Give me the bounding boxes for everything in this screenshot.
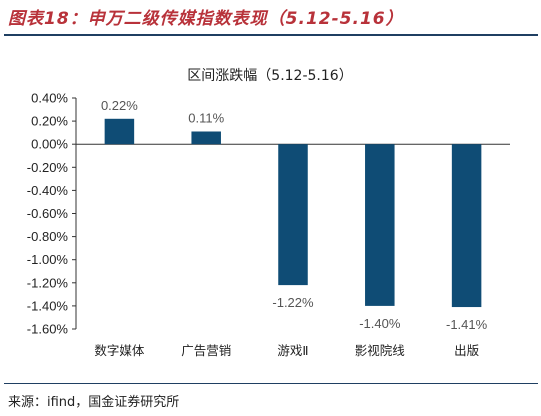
category-label: 广告营销 [181,343,231,358]
y-tick-label: 0.20% [31,114,68,129]
y-tick-label: -1.00% [27,252,69,267]
data-label: -1.40% [359,316,401,331]
category-label: 出版 [454,343,480,358]
bar [365,144,395,306]
source-divider [4,383,538,384]
y-tick-label: -0.60% [27,206,69,221]
data-label: 0.11% [188,110,224,125]
source-note: 来源：ifind，国金证券研究所 [8,395,180,410]
bar [104,118,135,145]
bars: 0.22% 0.11% -1.22% -1.40% -1.41% [101,98,488,332]
category-label: 影视院线 [355,343,406,358]
title-divider [4,34,538,36]
bar [191,131,221,145]
data-label: -1.41% [446,317,488,332]
category-label: 游戏Ⅱ [277,343,308,358]
data-label: 0.22% [101,98,138,113]
y-tick-label: -1.20% [27,275,69,290]
y-tick-label: 0.40% [31,91,68,106]
y-tick-label: 0.00% [31,137,68,152]
bar [451,144,482,308]
y-tick-label: -1.60% [27,322,69,337]
y-axis: 0.40% 0.20% 0.00% -0.20% -0.40% -0.60% -0.80% -… [27,91,510,337]
data-label: -1.22% [272,295,314,310]
bar [278,144,308,286]
y-tick-label: -1.40% [27,298,69,313]
x-axis-labels: 数字媒体 广告营销 游戏Ⅱ 影视院线 出版 [94,343,479,358]
y-tick-label: -0.20% [27,160,69,175]
y-tick-label: -0.80% [27,229,69,244]
y-tick-label: -0.40% [27,183,69,198]
category-label: 数字媒体 [94,343,145,358]
figure-title: 图表18：申万二级传媒指数表现（5.12-5.16） [8,9,404,29]
chart-title: 区间涨跌幅（5.12-5.16） [187,68,352,84]
